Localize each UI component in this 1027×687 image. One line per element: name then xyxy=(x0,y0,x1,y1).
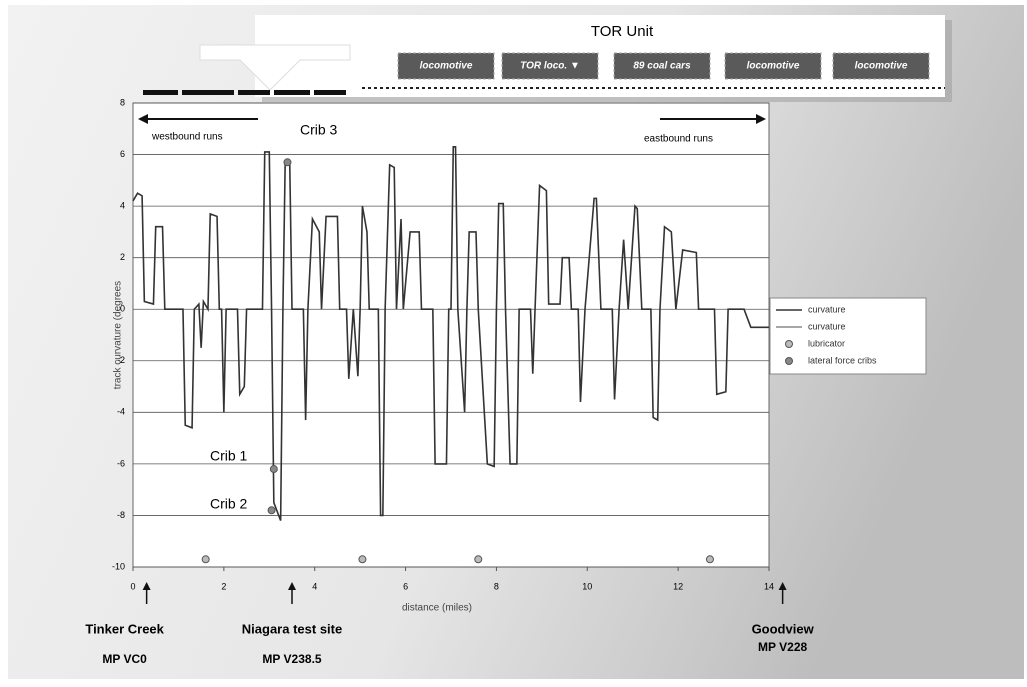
curvature-line xyxy=(132,146,769,521)
car-label: locomotive xyxy=(747,61,800,72)
west-arrow-head xyxy=(138,114,148,124)
site-name: Goodview xyxy=(752,621,815,636)
x-axis-label: distance (miles) xyxy=(402,603,472,614)
car xyxy=(832,52,930,80)
legend-label: lubricator xyxy=(808,338,845,348)
car-label: locomotive xyxy=(855,61,908,72)
crib3-label: Crib 3 xyxy=(300,122,338,138)
legend-marker xyxy=(785,357,793,365)
car-label: 89 coal cars xyxy=(633,61,691,72)
car xyxy=(724,52,822,80)
westbound-label: westbound runs xyxy=(151,132,223,143)
y-axis-label: track curvature (degrees xyxy=(113,281,124,389)
x-tick-label: 12 xyxy=(673,581,683,591)
point xyxy=(269,465,278,474)
x-tick-label: 4 xyxy=(312,581,317,591)
arrow xyxy=(199,44,351,91)
legend-label: curvature xyxy=(808,321,846,331)
plot-area xyxy=(132,102,770,568)
point xyxy=(267,506,276,515)
point xyxy=(474,555,483,564)
point xyxy=(283,158,292,167)
car xyxy=(501,52,599,80)
y-tick-label: 6 xyxy=(120,149,125,159)
site-name: Niagara test site xyxy=(242,621,342,636)
y-tick-label: 4 xyxy=(120,200,125,210)
tor-title: TOR Unit xyxy=(591,23,654,40)
site-arrow-head xyxy=(778,582,787,590)
y-tick-label: -6 xyxy=(117,458,125,468)
x-tick-label: 10 xyxy=(582,581,592,591)
point xyxy=(358,555,367,564)
x-tick-label: 0 xyxy=(130,581,135,591)
x-tick-label: 6 xyxy=(403,581,408,591)
y-tick-label: -2 xyxy=(117,355,125,365)
x-tick-label: 8 xyxy=(494,581,499,591)
y-tick-label: -8 xyxy=(117,510,125,520)
site-mp: MP VC0 xyxy=(102,652,147,666)
small-bars xyxy=(143,90,346,95)
chart: -10 -8 -6 -4 -2 0 2 4 6 8 0 2 4 6 8 10 12 14 xyxy=(112,97,774,591)
x-tick-label: 2 xyxy=(221,581,226,591)
car xyxy=(397,52,495,80)
site-name: Tinker Creek xyxy=(85,621,164,636)
y-tick-label: 8 xyxy=(120,97,125,107)
legend-marker xyxy=(785,340,793,348)
legend-label: curvature xyxy=(808,304,846,314)
legend-label: lateral force cribs xyxy=(808,355,877,365)
crib1-label: Crib 1 xyxy=(210,448,248,464)
point xyxy=(705,555,714,564)
y-tick-label: 2 xyxy=(120,252,125,262)
site-mp: MP V238.5 xyxy=(262,652,321,666)
sites: Tinker Creek MP VC0 Niagara test site MP V2… xyxy=(85,582,815,666)
cars: locomotive TOR loco. ▼ 89 coal cars locomot… xyxy=(397,52,930,80)
legend: curvature curvature lubricator lateral forc… xyxy=(776,304,877,365)
y-tick-label: -10 xyxy=(112,561,125,571)
y-tick-label: 0 xyxy=(120,304,125,314)
crib2-label: Crib 2 xyxy=(210,496,248,512)
car-label: TOR loco. ▼ xyxy=(520,61,580,72)
site-mp: MP V228 xyxy=(758,640,807,654)
tor-box xyxy=(255,15,945,97)
y-tick-label: -4 xyxy=(117,407,125,417)
east-arrow-head xyxy=(756,114,766,124)
site-arrow-head xyxy=(142,582,151,590)
car xyxy=(613,52,711,80)
x-tick-label: 14 xyxy=(764,581,774,591)
point xyxy=(201,555,210,564)
site-arrow-head xyxy=(288,582,296,590)
eastbound-label: eastbound runs xyxy=(644,134,713,145)
car-label: locomotive xyxy=(420,61,473,72)
